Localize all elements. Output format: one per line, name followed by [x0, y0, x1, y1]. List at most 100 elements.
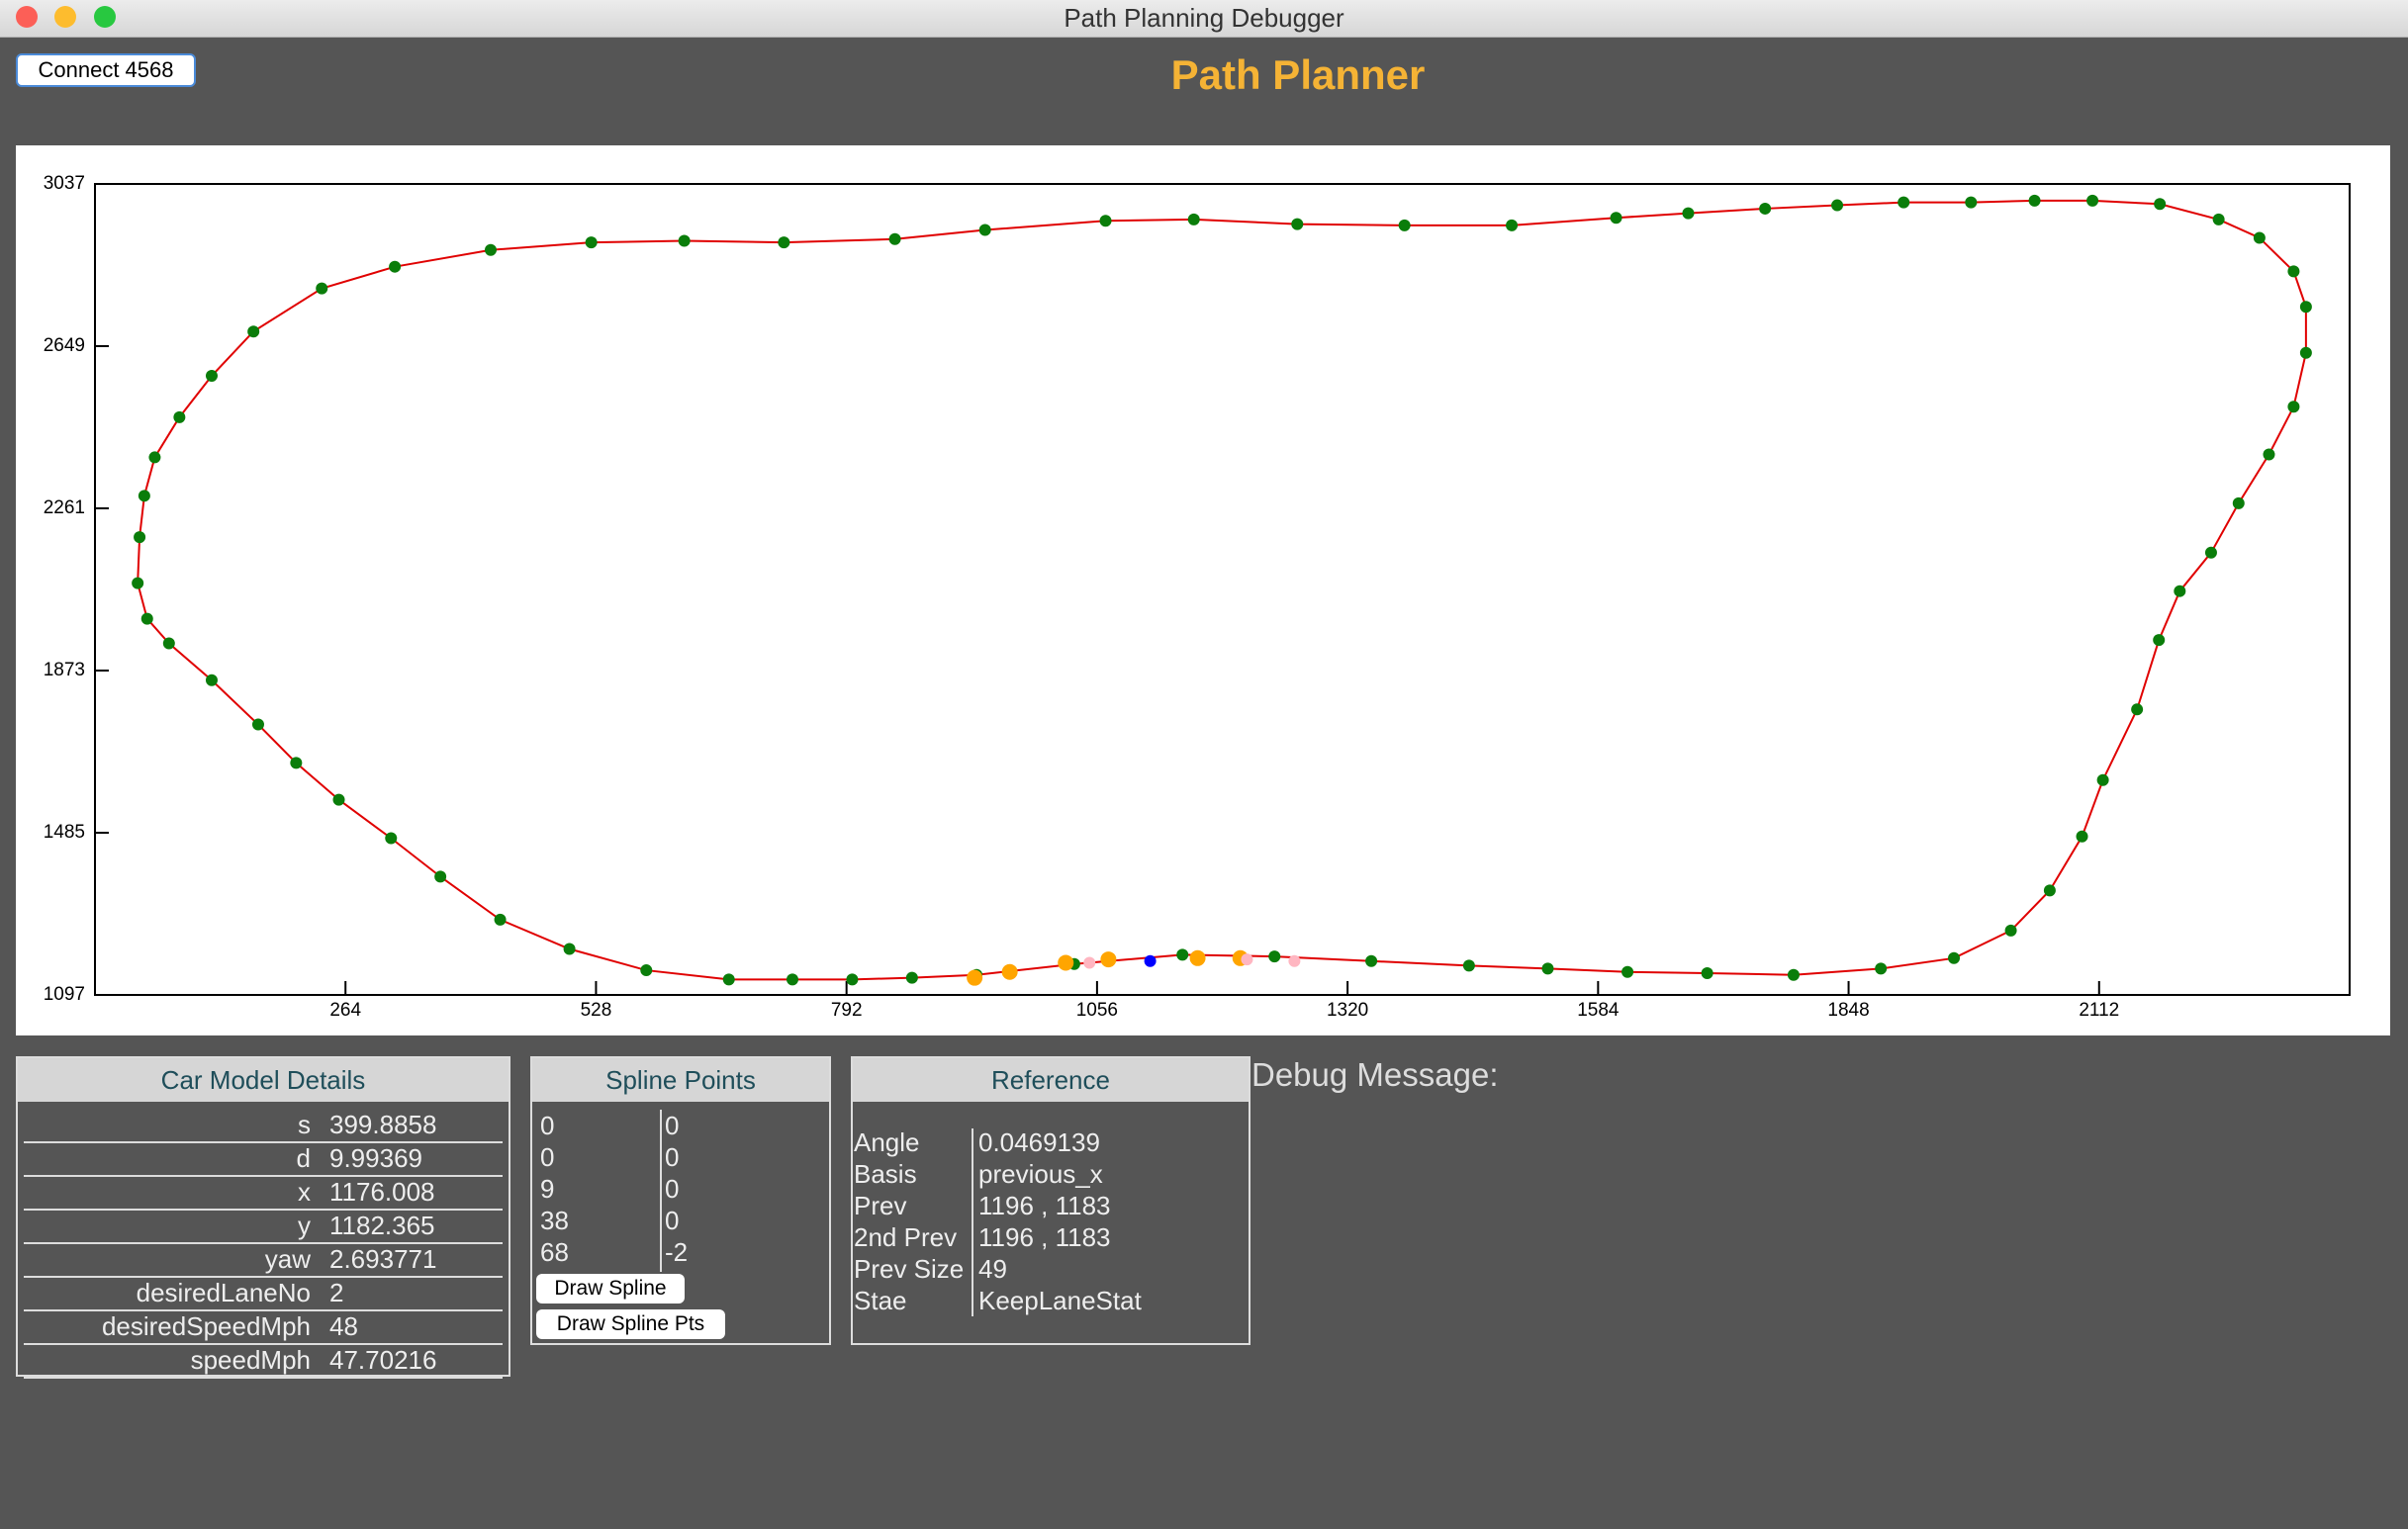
waypoint [1462, 959, 1475, 972]
waypoint [1682, 207, 1695, 220]
waypoint [140, 612, 153, 625]
spline-y: 0 [665, 1111, 680, 1140]
waypoint [1241, 953, 1253, 966]
waypoint [389, 260, 402, 273]
waypoint [1875, 962, 1888, 975]
row-value: 1176.008 [329, 1177, 435, 1207]
waypoint [2204, 546, 2217, 559]
zoom-button[interactable] [94, 6, 116, 28]
x-tick-label: 792 [831, 1000, 863, 1021]
waypoint [722, 973, 735, 986]
waypoint [205, 674, 218, 686]
spline-x: 68 [540, 1237, 569, 1267]
row-separator [24, 1175, 503, 1177]
reference-value: previous_x [978, 1159, 1103, 1189]
spline-button[interactable]: Draw Spline Pts [536, 1309, 725, 1339]
row-value: 399.8858 [329, 1110, 437, 1139]
spline-y: 0 [665, 1174, 680, 1204]
waypoint [1759, 202, 1772, 215]
panel-header: Reference [853, 1058, 1249, 1102]
waypoint [1176, 948, 1189, 961]
waypoint [2153, 634, 2166, 647]
waypoint [1100, 951, 1117, 968]
panel-header: Spline Points [532, 1058, 829, 1102]
connect-button[interactable]: Connect 4568 [16, 53, 196, 87]
plot-frame [94, 183, 2351, 996]
waypoint [1948, 951, 1961, 964]
x-tick-label: 2112 [2079, 1000, 2119, 1021]
waypoint [905, 971, 918, 984]
row-value: 2.693771 [329, 1244, 437, 1274]
waypoint [2004, 924, 2017, 937]
x-tick-label: 1320 [1327, 1000, 1368, 1021]
reference-label: Prev Size [854, 1254, 965, 1284]
waypoint [332, 793, 345, 806]
waypoint [888, 232, 901, 245]
waypoint [978, 224, 991, 236]
row-separator [24, 1377, 503, 1379]
waypoint [132, 577, 144, 589]
column-separator [660, 1110, 662, 1272]
spline-x: 0 [540, 1111, 555, 1140]
track-line [137, 199, 2307, 981]
row-separator [24, 1242, 503, 1244]
waypoint [678, 234, 691, 247]
x-tick-label: 1584 [1577, 1000, 1620, 1021]
waypoint [1001, 963, 1018, 980]
waypoint [1541, 962, 1554, 975]
row-label: desiredSpeedMph [101, 1311, 311, 1341]
waypoint [434, 870, 447, 883]
waypoint [1701, 967, 1713, 980]
waypoint [173, 410, 186, 423]
waypoint [2263, 448, 2275, 461]
row-value: 48 [329, 1311, 358, 1341]
row-label: yaw [264, 1244, 311, 1274]
waypoint [2212, 213, 2225, 225]
waypoint [2299, 301, 2312, 314]
row-label: y [298, 1211, 311, 1240]
row-separator [24, 1141, 503, 1143]
y-tick-label: 2261 [44, 497, 85, 518]
reference-value: KeepLaneStat [978, 1286, 1142, 1315]
waypoint [2096, 773, 2109, 786]
chart-panel: 264 528 792 1056 1320 1584 1848 2112 1097 1485 187… [16, 145, 2390, 1035]
row-value: 1182.365 [329, 1211, 435, 1240]
y-tick-label: 1097 [44, 984, 85, 1005]
spline-x: 0 [540, 1142, 555, 1172]
waypoint [786, 973, 798, 986]
waypoint [967, 969, 983, 986]
row-value: 47.70216 [329, 1345, 437, 1375]
waypoint [2154, 198, 2167, 211]
y-tick-label: 3037 [44, 173, 85, 194]
reference-label: Prev [854, 1191, 907, 1220]
waypoint [563, 943, 576, 955]
waypoint [205, 370, 218, 383]
spline-y: 0 [665, 1206, 680, 1235]
waypoint [1189, 949, 1206, 966]
waypoint [1288, 954, 1301, 967]
waypoint [484, 243, 497, 256]
minimize-button[interactable] [54, 6, 76, 28]
spline-x: 38 [540, 1206, 569, 1235]
close-button[interactable] [16, 6, 38, 28]
waypoint [1268, 950, 1281, 963]
window-title: Path Planning Debugger [1064, 3, 1344, 33]
waypoint [1365, 954, 1378, 967]
waypoint [1144, 954, 1157, 967]
spline-button[interactable]: Draw Spline [536, 1274, 685, 1304]
waypoint [2287, 265, 2300, 278]
waypoint [2076, 830, 2088, 843]
waypoint [1291, 218, 1304, 230]
waypoint [148, 451, 161, 464]
waypoint [2232, 496, 2245, 509]
reference-panel: Reference Angle 0.0469139 Basis previous_x Pr… [851, 1056, 1250, 1345]
reference-value: 0.0469139 [978, 1127, 1100, 1157]
waypoint [1187, 213, 1200, 225]
spline-x: 9 [540, 1174, 555, 1204]
waypoint [1058, 954, 1074, 971]
waypoint [846, 973, 859, 986]
waypoint [640, 964, 653, 977]
car-model-panel: Car Model Details s 399.8858 d 9.99369 x 1176.… [16, 1056, 510, 1379]
waypoint [2028, 194, 2041, 207]
